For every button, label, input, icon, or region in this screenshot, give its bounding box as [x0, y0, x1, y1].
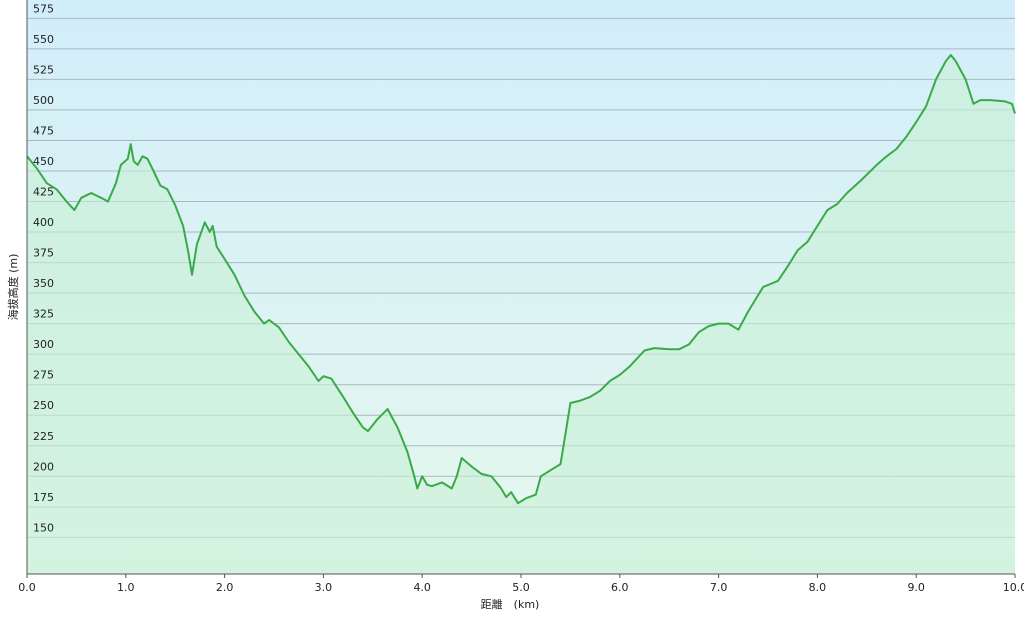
- y-tick-label: 475: [33, 124, 54, 137]
- x-tick-label: 8.0: [809, 581, 827, 594]
- y-tick-label: 150: [33, 521, 54, 534]
- y-tick-label: 225: [33, 430, 54, 443]
- y-tick-label: 350: [33, 277, 54, 290]
- x-tick-label: 1.0: [117, 581, 135, 594]
- x-tick-label: 2.0: [216, 581, 234, 594]
- x-tick-label: 9.0: [907, 581, 925, 594]
- y-tick-label: 375: [33, 247, 54, 260]
- x-tick-label: 10.0: [1003, 581, 1024, 594]
- marks: [26, 54, 1016, 574]
- y-tick-label: 575: [33, 2, 54, 15]
- y-tick-label: 500: [33, 94, 54, 107]
- x-tick-label: 4.0: [413, 581, 431, 594]
- x-tick-label: 6.0: [611, 581, 629, 594]
- x-axis-title: 距離 (km): [481, 597, 540, 611]
- y-tick-label: 250: [33, 399, 54, 412]
- elevation-line: [26, 54, 1016, 505]
- y-tick-label: 450: [33, 155, 54, 168]
- y-tick-label: 325: [33, 308, 54, 321]
- y-tick-label: 400: [33, 216, 54, 229]
- tick-labels: 150 175 200 225 250 275 300 325 350 375 400 425 450 4…: [18, 2, 1024, 594]
- y-tick-label: 425: [33, 186, 54, 199]
- x-tick-label: 7.0: [710, 581, 728, 594]
- y-tick-label: 300: [33, 338, 54, 351]
- y-tick-label: 550: [33, 33, 54, 46]
- y-tick-label: 175: [33, 491, 54, 504]
- y-tick-label: 275: [33, 369, 54, 382]
- x-tick-label: 5.0: [512, 581, 530, 594]
- x-tick-label: 0.0: [18, 581, 36, 594]
- y-tick-label: 200: [33, 460, 54, 473]
- y-axis-title: 海拔高度 (m): [6, 254, 20, 321]
- y-tick-label: 525: [33, 63, 54, 76]
- area-fill: [27, 55, 1015, 574]
- x-tick-label: 3.0: [315, 581, 333, 594]
